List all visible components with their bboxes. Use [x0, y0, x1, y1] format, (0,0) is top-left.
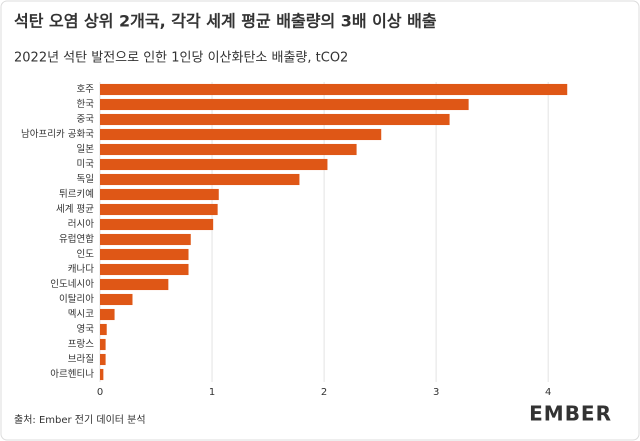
x-tick-label: 2 [321, 387, 327, 398]
bar [100, 188, 219, 201]
y-tick-label: 한국 [77, 99, 95, 110]
bar [100, 203, 218, 216]
y-tick-label: 유럽연합 [59, 234, 94, 245]
y-tick-label: 캐나다 [68, 264, 94, 275]
y-tick-label: 호주 [77, 84, 95, 95]
bar [100, 218, 214, 231]
y-tick-label: 이탈리아 [59, 293, 94, 305]
bar [100, 158, 328, 171]
bar [100, 128, 382, 141]
y-tick-label: 러시아 [68, 219, 94, 230]
bar [100, 233, 191, 246]
x-tick-label: 3 [433, 387, 439, 398]
x-tick-label: 4 [545, 387, 551, 398]
bar [100, 323, 107, 336]
bar [100, 263, 189, 276]
x-tick-label: 1 [209, 387, 215, 398]
bar [100, 173, 300, 186]
y-tick-label: 튀르키예 [59, 188, 94, 200]
bar [100, 98, 469, 111]
y-tick-label: 인도 [77, 249, 95, 260]
logo: EMBER [529, 402, 612, 426]
y-tick-label: 영국 [77, 324, 95, 335]
chart-subtitle: 2022년 석탄 발전으로 인한 1인당 이산화탄소 배출량, tCO2 [14, 51, 348, 66]
bar [100, 113, 450, 126]
y-tick-label: 일본 [77, 144, 95, 155]
bar [100, 143, 357, 156]
chart-title: 석탄 오염 상위 2개국, 각각 세계 평균 배출량의 3배 이상 배출 [14, 12, 437, 31]
y-tick-label: 미국 [77, 159, 95, 170]
bar [100, 83, 568, 96]
bar [100, 368, 104, 381]
bar [100, 353, 106, 366]
y-tick-label: 아르헨티나 [50, 368, 94, 380]
bar [100, 338, 106, 351]
bar [100, 293, 133, 306]
y-tick-label: 독일 [77, 174, 94, 185]
source: 출처: Ember 전기 데이터 분석 [14, 414, 146, 426]
y-tick-label: 중국 [77, 114, 95, 125]
y-tick-label: 브라질 [68, 353, 94, 365]
y-tick-label: 남아프리카 공화국 [21, 129, 94, 140]
bar [100, 308, 115, 321]
y-tick-label: 세계 평균 [56, 203, 94, 215]
y-tick-label: 프랑스 [68, 338, 94, 350]
bar [100, 278, 169, 291]
x-tick-label: 0 [97, 387, 103, 398]
y-tick-label: 인도네시아 [50, 279, 94, 290]
bar [100, 248, 189, 261]
y-tick-label: 멕시코 [68, 309, 94, 320]
